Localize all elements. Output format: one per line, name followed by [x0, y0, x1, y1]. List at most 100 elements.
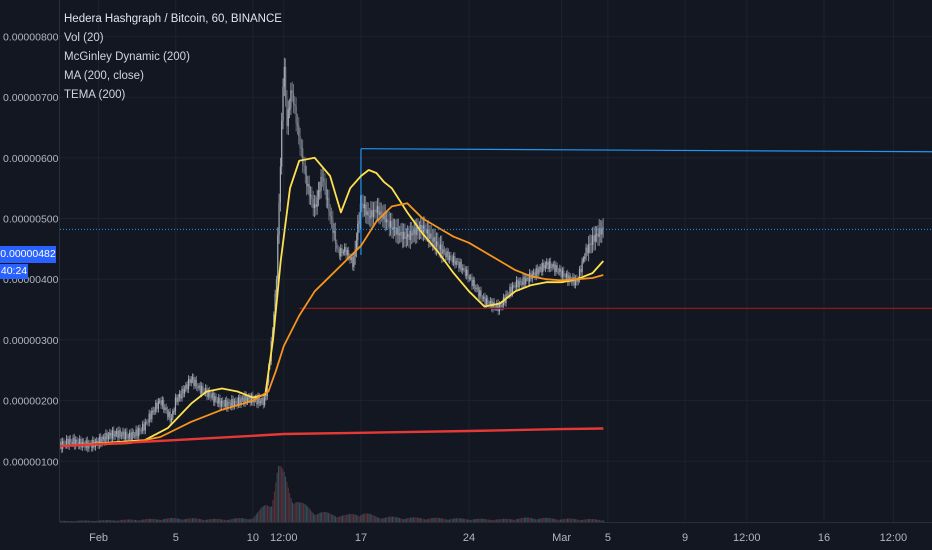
- volume-bar: [72, 521, 74, 522]
- candle-body: [159, 400, 161, 402]
- candle-body: [557, 271, 560, 273]
- candle-body: [164, 407, 166, 411]
- volume-bar: [175, 518, 177, 522]
- volume-bar: [300, 502, 302, 522]
- volume-bar: [304, 504, 306, 522]
- volume-bar: [536, 519, 538, 522]
- candle-body: [410, 230, 413, 236]
- volume-bar: [183, 519, 185, 522]
- legend-item-tema[interactable]: TEMA (200): [64, 89, 126, 101]
- x-tick-label: Feb: [89, 532, 108, 544]
- volume-bar: [82, 520, 84, 522]
- volume-bar: [525, 517, 527, 522]
- candle-body: [416, 226, 418, 236]
- volume-bar: [116, 520, 118, 522]
- candle-body: [433, 237, 435, 242]
- volume-bar: [283, 471, 285, 522]
- volume-bar: [561, 519, 563, 522]
- volume-bar: [164, 518, 166, 522]
- candle-body: [429, 233, 431, 239]
- candle-body: [494, 306, 497, 308]
- volume-bar: [128, 519, 130, 522]
- candle-body: [180, 394, 182, 399]
- volume-bar: [265, 505, 267, 522]
- candle-body: [513, 285, 515, 287]
- candle-body: [396, 227, 398, 235]
- candle-body: [467, 269, 469, 279]
- volume-bar: [393, 516, 395, 522]
- candle-body: [312, 199, 314, 209]
- candle-body: [523, 277, 525, 285]
- volume-bar: [91, 520, 93, 522]
- volume-bar: [444, 519, 446, 522]
- volume-bar: [329, 513, 331, 522]
- candle-body: [104, 436, 106, 442]
- candle-body: [294, 104, 296, 107]
- candle-body: [142, 423, 144, 432]
- volume-bar: [547, 517, 549, 522]
- volume-bar: [269, 507, 271, 522]
- candle-body: [500, 304, 502, 307]
- volume-bar: [139, 520, 141, 522]
- volume-bar: [348, 514, 350, 522]
- candle-body: [156, 402, 158, 409]
- volume-bar: [389, 516, 391, 522]
- volume-bar: [319, 512, 321, 522]
- candle-body: [367, 211, 369, 216]
- volume-bar: [548, 517, 550, 522]
- volume-bar: [68, 521, 70, 522]
- legend-item-mcginley[interactable]: McGinley Dynamic (200): [64, 51, 190, 63]
- volume-bar: [203, 519, 205, 522]
- candle-body: [597, 233, 599, 237]
- volume-bar: [415, 517, 417, 522]
- candle-body: [378, 206, 380, 216]
- candle-body: [153, 410, 156, 412]
- x-tick-label: 12:00: [270, 532, 298, 544]
- x-tick-label: 16: [818, 532, 830, 544]
- candle-body: [560, 268, 562, 278]
- volume-bar: [535, 519, 537, 522]
- volume-bar: [187, 518, 189, 522]
- candle-body: [548, 261, 550, 270]
- candle-body: [302, 148, 304, 164]
- volume-bar: [168, 518, 170, 522]
- candle-body: [561, 270, 564, 278]
- legend-title: Hedera Hashgraph / Bitcoin, 60, BINANCE: [64, 13, 282, 25]
- candle-body: [313, 204, 316, 209]
- volume-bar: [323, 511, 325, 522]
- candle-body: [438, 245, 440, 250]
- candle-body: [424, 225, 426, 232]
- volume-bar: [368, 513, 370, 522]
- volume-bar: [491, 520, 493, 522]
- candle-body: [76, 439, 78, 443]
- volume-bar: [154, 519, 156, 522]
- volume-bar: [123, 519, 125, 522]
- volume-bar: [447, 519, 449, 522]
- candle-body: [525, 278, 527, 285]
- candle-body: [506, 294, 508, 296]
- candle-body: [123, 431, 125, 440]
- volume-bar: [521, 517, 523, 522]
- candle-body: [511, 285, 514, 294]
- candle-body: [476, 287, 478, 289]
- volume-bar: [208, 519, 210, 522]
- legend-item-volume[interactable]: Vol (20): [64, 32, 104, 44]
- legend-item-ma[interactable]: MA (200, close): [64, 70, 144, 82]
- candle-body: [127, 437, 129, 439]
- candle-body: [194, 379, 196, 387]
- candle-body: [399, 233, 401, 236]
- volume-bar: [143, 519, 145, 522]
- volume-bar: [222, 519, 224, 522]
- volume-bar: [580, 520, 582, 522]
- candle-body: [401, 231, 403, 240]
- candle-body: [441, 244, 443, 255]
- volume-bar: [598, 520, 600, 522]
- volume-bar: [103, 520, 105, 522]
- volume-bar: [228, 519, 230, 522]
- candle-body: [472, 279, 474, 286]
- volume-bar: [101, 520, 103, 522]
- volume-bar: [236, 518, 238, 522]
- candle-body: [529, 272, 531, 282]
- candle-body: [124, 431, 127, 440]
